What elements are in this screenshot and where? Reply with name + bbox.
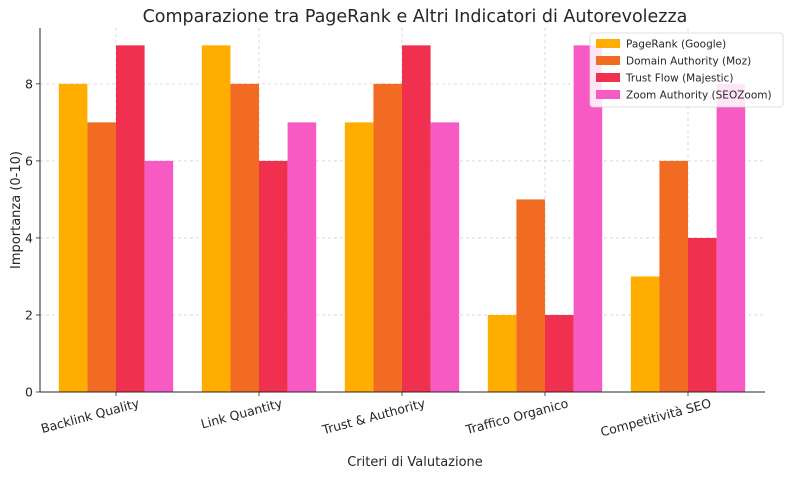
bar <box>516 199 545 392</box>
legend-swatch <box>596 39 620 48</box>
bars <box>58 45 746 393</box>
bar <box>58 83 88 392</box>
legend-swatch <box>596 56 620 65</box>
bar <box>430 122 460 393</box>
legend-label: Zoom Authority (SEOZoom) <box>626 90 772 102</box>
legend: PageRank (Google) Domain Authority (Moz) T… <box>589 32 784 108</box>
legend-box <box>589 32 784 108</box>
bar <box>287 122 317 393</box>
legend-label: Domain Authority (Moz) <box>626 56 751 68</box>
x-tick-label: Trust & Authority <box>320 395 428 437</box>
y-tick-label: 6 <box>25 153 33 168</box>
bar <box>402 45 431 392</box>
bar <box>545 314 574 392</box>
bar <box>230 83 259 392</box>
legend-swatch <box>596 73 620 82</box>
bar <box>201 45 231 392</box>
y-tick-label: 2 <box>25 307 33 322</box>
y-tick-label: 4 <box>25 230 33 245</box>
bar <box>716 83 746 392</box>
x-tick-label: Traffico Organico <box>463 395 570 437</box>
bar <box>87 122 116 393</box>
bar <box>688 237 717 392</box>
y-tick-label: 8 <box>25 76 33 91</box>
legend-label: Trust Flow (Majestic) <box>625 73 733 85</box>
x-tick-label: Backlink Quality <box>39 395 141 436</box>
bar <box>344 122 374 393</box>
bar <box>116 45 145 392</box>
x-axis-label: Criteri di Valutazione <box>347 455 483 470</box>
bar <box>373 83 402 392</box>
bar <box>487 314 517 392</box>
x-tick-label: Link Quantity <box>199 395 284 431</box>
bar <box>630 276 660 392</box>
y-tick-label: 0 <box>25 385 33 400</box>
legend-swatch <box>596 90 620 99</box>
chart-title: Comparazione tra PageRank e Altri Indica… <box>143 7 688 27</box>
y-axis-label: Importanza (0-10) <box>9 151 24 269</box>
x-tick-label: Competitività SEO <box>599 395 713 439</box>
bar <box>259 160 288 392</box>
bar <box>144 160 174 392</box>
bar <box>659 160 688 392</box>
legend-label: PageRank (Google) <box>626 39 726 51</box>
